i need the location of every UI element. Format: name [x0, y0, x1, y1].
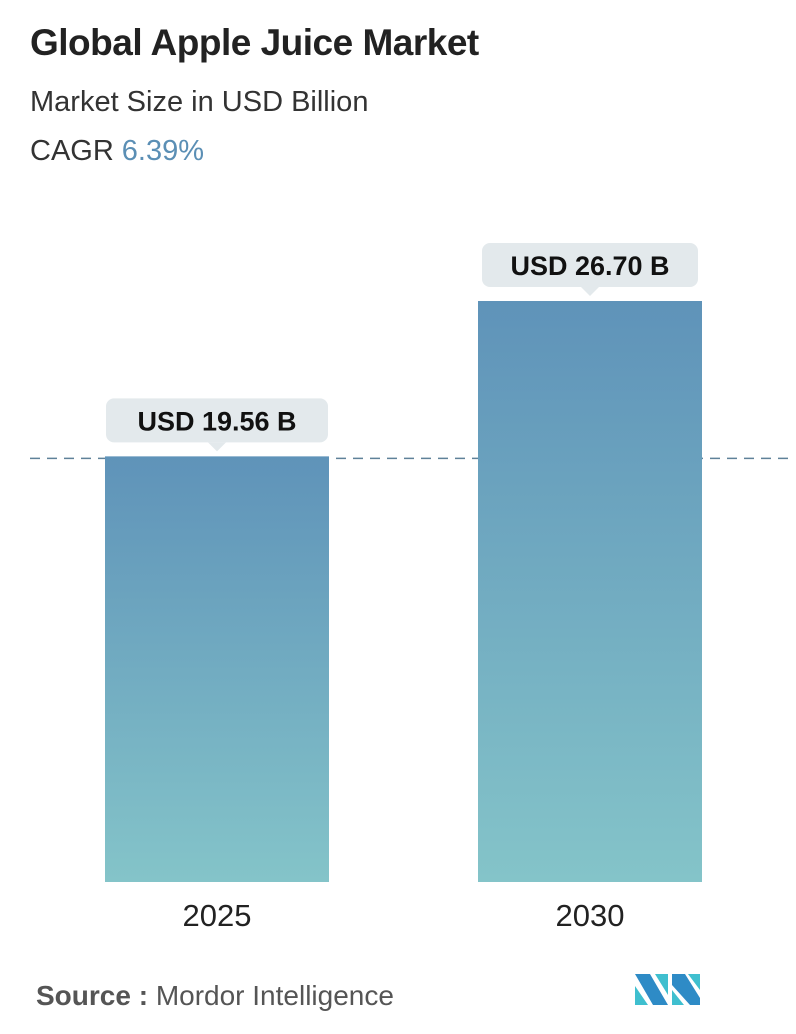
chart-title: Global Apple Juice Market	[30, 22, 479, 63]
data-label-bg	[482, 243, 698, 287]
source-label: Source :	[36, 980, 149, 1011]
cagr-value: 6.39%	[121, 135, 205, 167]
x-tick-label: 2030	[556, 898, 625, 933]
data-label: USD 19.56 B	[137, 406, 296, 436]
source: Source : Mordor Intelligence	[36, 980, 394, 1012]
bar-2030	[478, 301, 702, 882]
data-label-bg	[106, 398, 328, 443]
data-label: USD 26.70 B	[510, 251, 669, 281]
bar-2025	[105, 456, 329, 882]
source-value: Mordor Intelligence	[155, 980, 394, 1011]
cagr: CAGR 6.39%	[30, 135, 204, 168]
cagr-label: CAGR	[30, 135, 114, 167]
x-tick-label: 2025	[183, 898, 252, 933]
data-label-pointer	[208, 442, 226, 452]
chart-subtitle: Market Size in USD Billion	[30, 86, 369, 118]
data-label-pointer	[581, 287, 599, 296]
